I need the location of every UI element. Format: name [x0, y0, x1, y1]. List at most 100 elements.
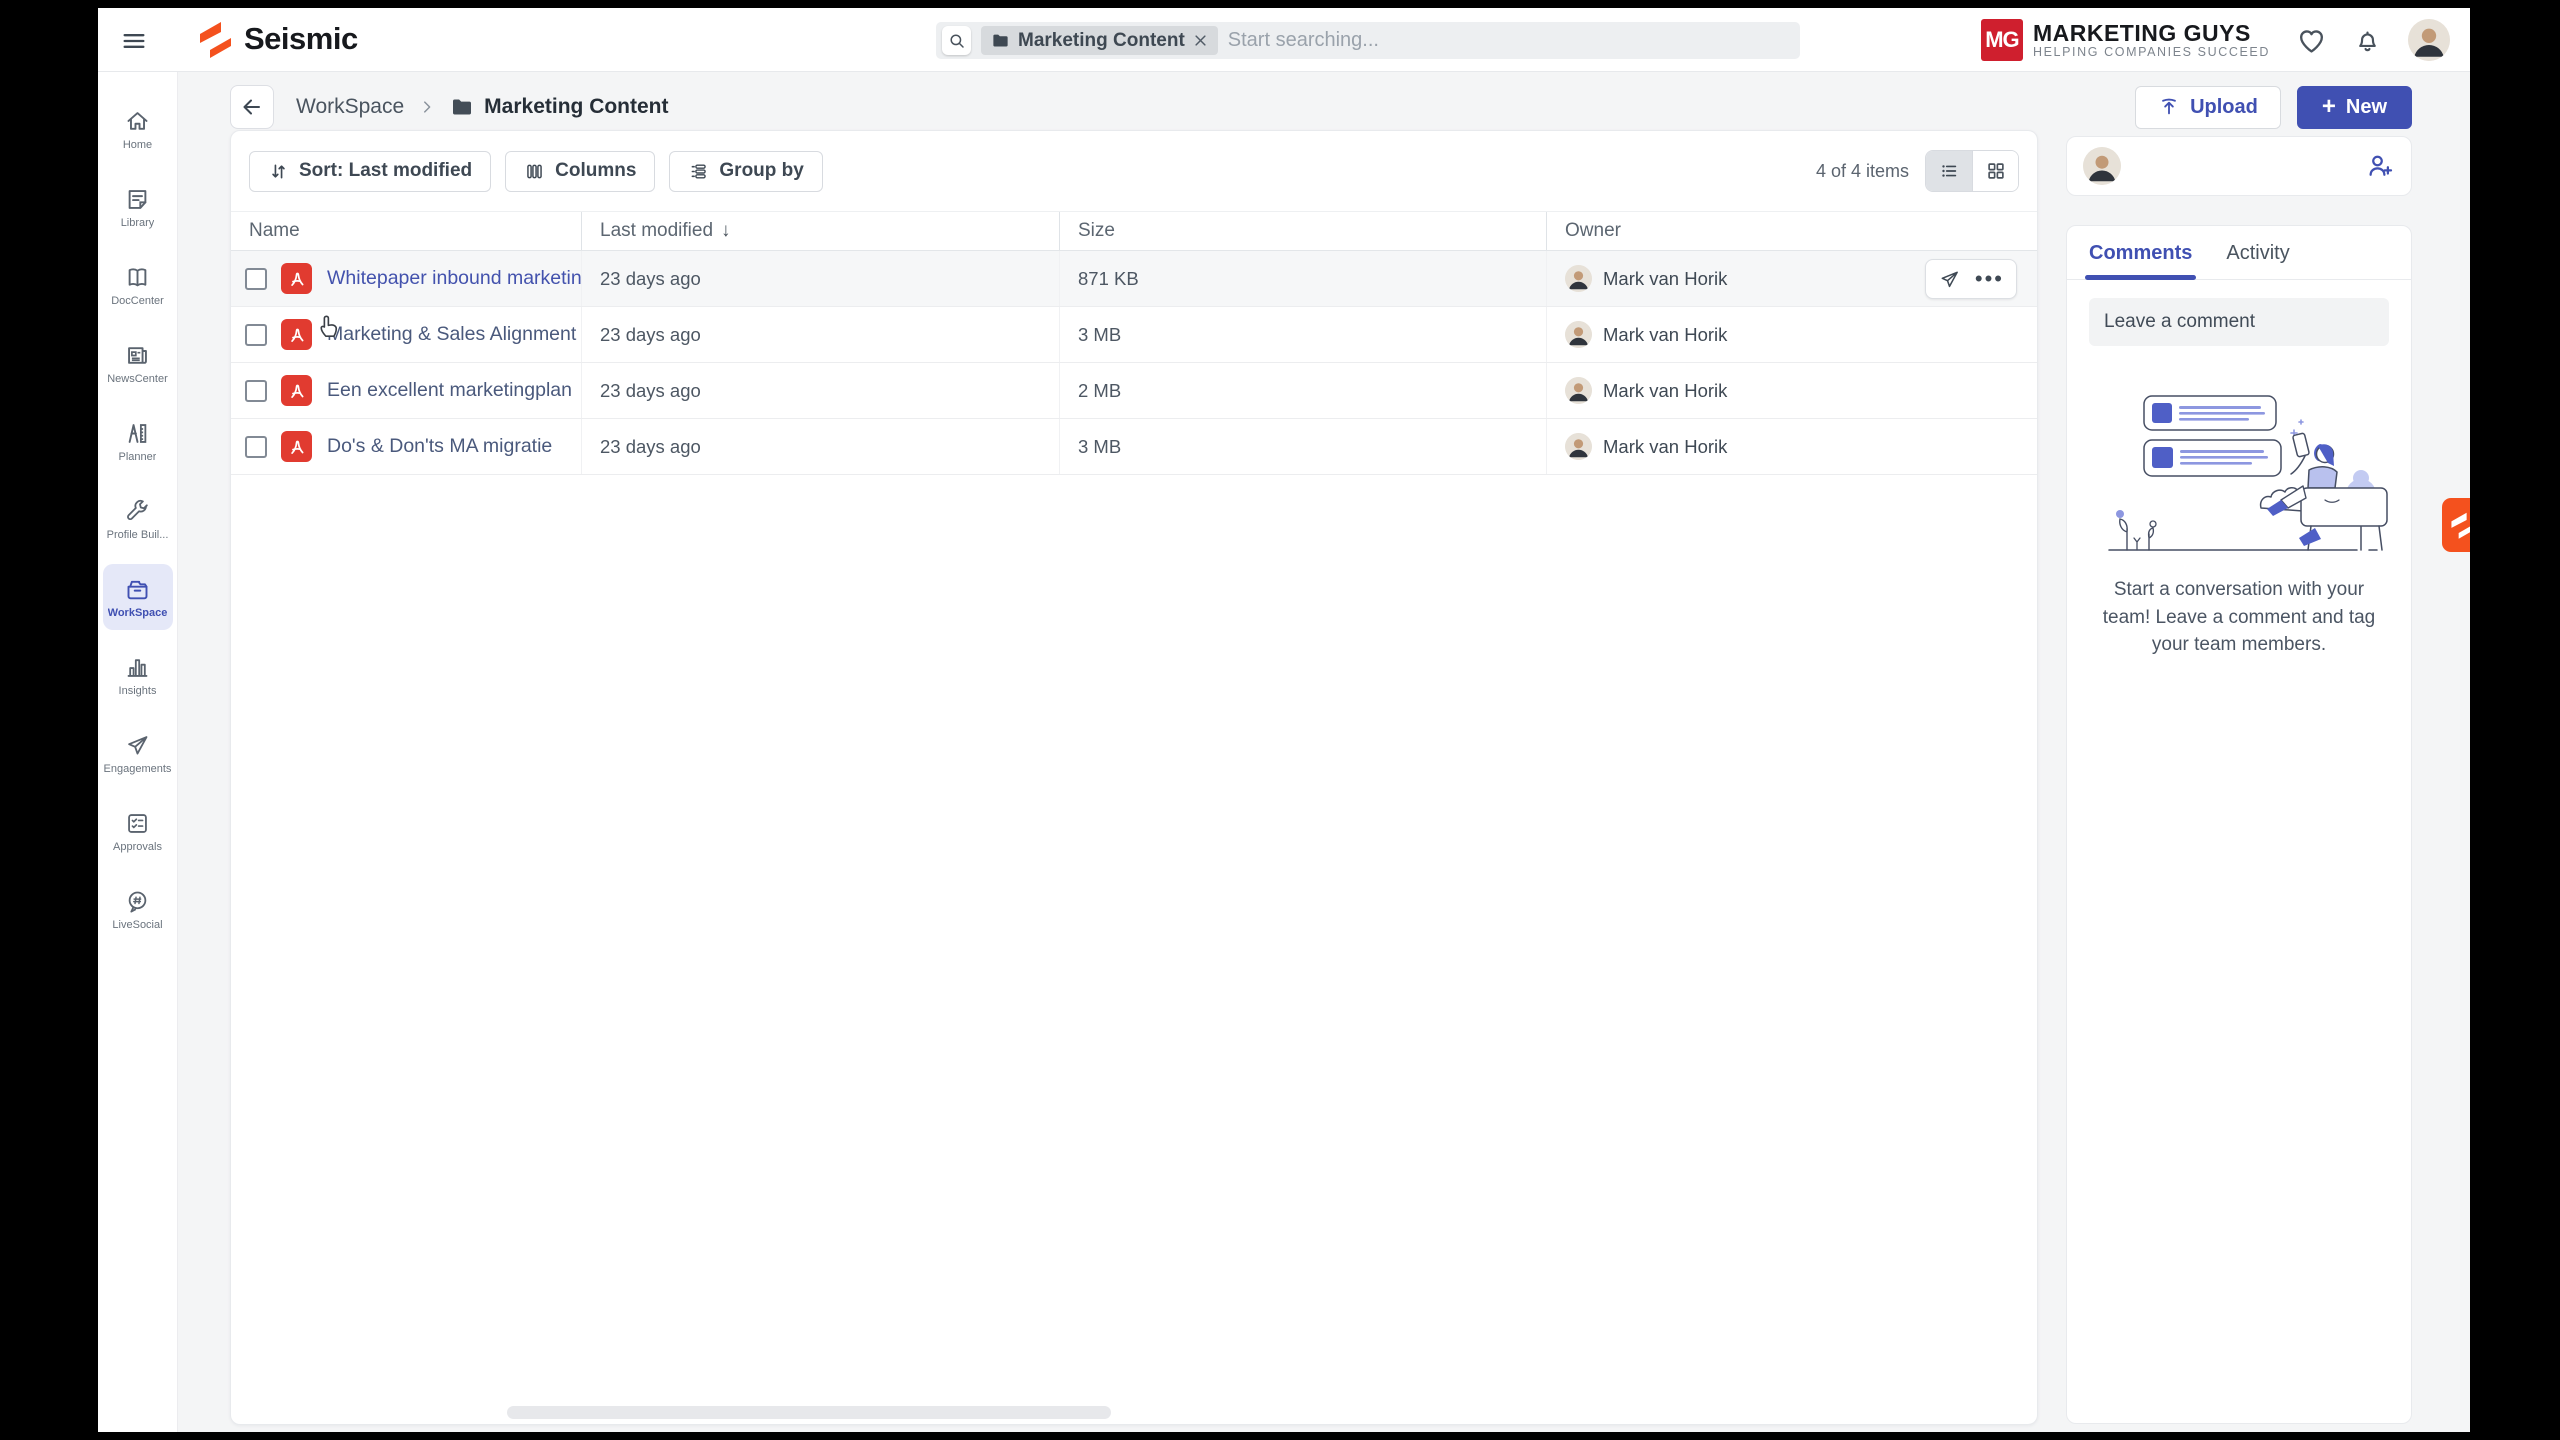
row-checkbox[interactable] [245, 435, 267, 458]
group-by-icon [691, 164, 707, 179]
newscenter-icon [128, 346, 147, 364]
collaborator-avatar[interactable] [2083, 147, 2121, 185]
add-person-button[interactable] [2365, 151, 2395, 181]
column-header-size[interactable]: Size [1059, 212, 1546, 250]
brand-name: Seismic [244, 21, 358, 56]
sidebar-item-profile-builder[interactable]: Profile Buil... [103, 486, 173, 552]
sort-desc-icon: ↓ [721, 220, 731, 241]
owner-avatar [1565, 377, 1592, 404]
group-by-button[interactable]: Group by [669, 150, 823, 192]
back-button[interactable] [230, 85, 274, 129]
breadcrumb-parent[interactable]: WorkSpace [296, 95, 405, 118]
hamburger-icon [123, 34, 145, 48]
sidebar-item-approvals[interactable]: Approvals [103, 798, 173, 864]
file-link[interactable]: Do's & Don'ts MA migratie [327, 435, 553, 457]
chevron-right-icon [418, 98, 436, 116]
column-header-last-modified[interactable]: Last modified ↓ [581, 212, 1059, 250]
top-right-cluster: MG MARKETING GUYS HELPING COMPANIES SUCC… [1980, 8, 2450, 72]
empty-state-text: Start a conversation with your team! Lea… [2102, 579, 2376, 656]
org-initials-badge: MG [1980, 19, 2023, 61]
seismic-logo-icon [200, 22, 231, 58]
horizontal-scrollbar[interactable] [507, 1406, 1111, 1419]
column-header-name[interactable]: Name [249, 220, 300, 241]
row-checkbox[interactable] [245, 323, 267, 346]
cell-last-modified: 23 days ago [581, 363, 1059, 418]
new-button[interactable]: + New [2296, 85, 2412, 129]
user-avatar[interactable] [2408, 19, 2450, 61]
cell-owner: Mark van Horik [1546, 251, 2037, 306]
table-row[interactable]: Do's & Don'ts MA migratie 23 days ago 3 … [231, 419, 2037, 475]
table-row[interactable]: Marketing & Sales Alignment EN 23 days a… [231, 307, 2037, 363]
sidebar-item-engagements[interactable]: Engagements [103, 720, 173, 786]
page-title: Marketing Content [484, 95, 669, 118]
seismic-logo-icon [2451, 512, 2470, 539]
folder-icon [993, 34, 1008, 47]
table-row[interactable]: Whitepaper inbound marketing 23 days ago… [231, 251, 2037, 307]
seismic-widget-tab[interactable] [2442, 498, 2470, 552]
column-header-owner[interactable]: Owner [1546, 212, 2037, 250]
upload-button[interactable]: Upload [2135, 85, 2281, 129]
file-link[interactable]: Een excellent marketingplan [327, 379, 572, 401]
content-list-card: Sort: Last modified Columns Group by 4 o… [230, 130, 2038, 1425]
sidebar-item-planner[interactable]: Planner [103, 408, 173, 474]
grid-view-icon [1987, 163, 2004, 179]
tab-activity[interactable]: Activity [2226, 242, 2290, 264]
upload-icon [2162, 98, 2176, 115]
mouse-cursor [315, 313, 345, 343]
seismic-logo[interactable]: Seismic [198, 19, 358, 59]
cell-size: 3 MB [1059, 307, 1546, 362]
sidebar-item-doccenter[interactable]: DocCenter [103, 252, 173, 318]
sidebar-item-home[interactable]: Home [103, 96, 173, 162]
sidebar-item-newscenter[interactable]: NewsCenter [103, 330, 173, 396]
sort-button[interactable]: Sort: Last modified [249, 150, 492, 192]
library-icon [128, 189, 147, 209]
hamburger-menu-button[interactable] [114, 21, 154, 61]
pdf-file-icon [281, 263, 312, 294]
workspace-icon [127, 580, 148, 599]
hashtag-bubble-icon [128, 891, 147, 913]
cell-size: 3 MB [1059, 419, 1546, 474]
arrow-left-icon [243, 99, 260, 115]
table-row[interactable]: Een excellent marketingplan 23 days ago … [231, 363, 2037, 419]
org-logo: MG MARKETING GUYS HELPING COMPANIES SUCC… [1980, 19, 2270, 61]
file-link[interactable]: Marketing & Sales Alignment EN [327, 323, 581, 345]
columns-button[interactable]: Columns [505, 150, 656, 192]
left-sidebar: Home Library DocCenter NewsCenter Planne… [98, 72, 178, 1432]
org-name: MARKETING GUYS [2032, 19, 2251, 46]
row-checkbox[interactable] [245, 379, 267, 402]
list-view-icon [1942, 165, 1957, 177]
sidebar-item-workspace[interactable]: WorkSpace [102, 564, 173, 630]
cell-owner: Mark van Horik [1546, 419, 2037, 474]
global-search-bar[interactable]: Marketing Content Start searching... [936, 22, 1800, 59]
bar-chart-icon [127, 658, 148, 677]
page-actions: Upload + New [2135, 85, 2412, 129]
bell-icon [2359, 30, 2376, 51]
pdf-file-icon [281, 375, 312, 406]
paper-plane-icon [128, 735, 148, 754]
send-icon[interactable] [1938, 268, 1961, 291]
list-view-button[interactable] [1926, 151, 1972, 191]
search-icon-box [942, 26, 971, 55]
sidebar-item-insights[interactable]: Insights [103, 642, 173, 708]
chip-close-icon[interactable] [1193, 33, 1208, 48]
org-tagline: HELPING COMPANIES SUCCEED [2032, 45, 2270, 60]
file-link[interactable]: Whitepaper inbound marketing [327, 267, 581, 289]
favorites-button[interactable] [2296, 25, 2327, 56]
cell-owner: Mark van Horik [1546, 307, 2037, 362]
search-filter-chip[interactable]: Marketing Content [981, 26, 1218, 55]
cell-owner: Mark van Horik [1546, 363, 2037, 418]
toolbar-right: 4 of 4 items [1816, 150, 2019, 192]
tab-comments[interactable]: Comments [2084, 242, 2197, 280]
breadcrumb-row: WorkSpace Marketing Content Upload + New [230, 85, 2412, 129]
table-header: Name Last modified ↓ Size Owner [231, 211, 2037, 251]
comment-input[interactable]: Leave a comment [2089, 298, 2389, 346]
notifications-button[interactable] [2353, 26, 2382, 55]
row-checkbox[interactable] [245, 267, 267, 290]
grid-view-button[interactable] [1972, 151, 2018, 191]
folder-icon [453, 99, 472, 115]
cell-size: 871 KB [1059, 251, 1546, 306]
sidebar-item-livesocial[interactable]: LiveSocial [103, 876, 173, 942]
sidebar-item-library[interactable]: Library [103, 174, 173, 240]
comments-panel: Comments Activity Leave a comment [2066, 225, 2412, 1424]
search-input[interactable]: Start searching... [1227, 29, 1379, 51]
